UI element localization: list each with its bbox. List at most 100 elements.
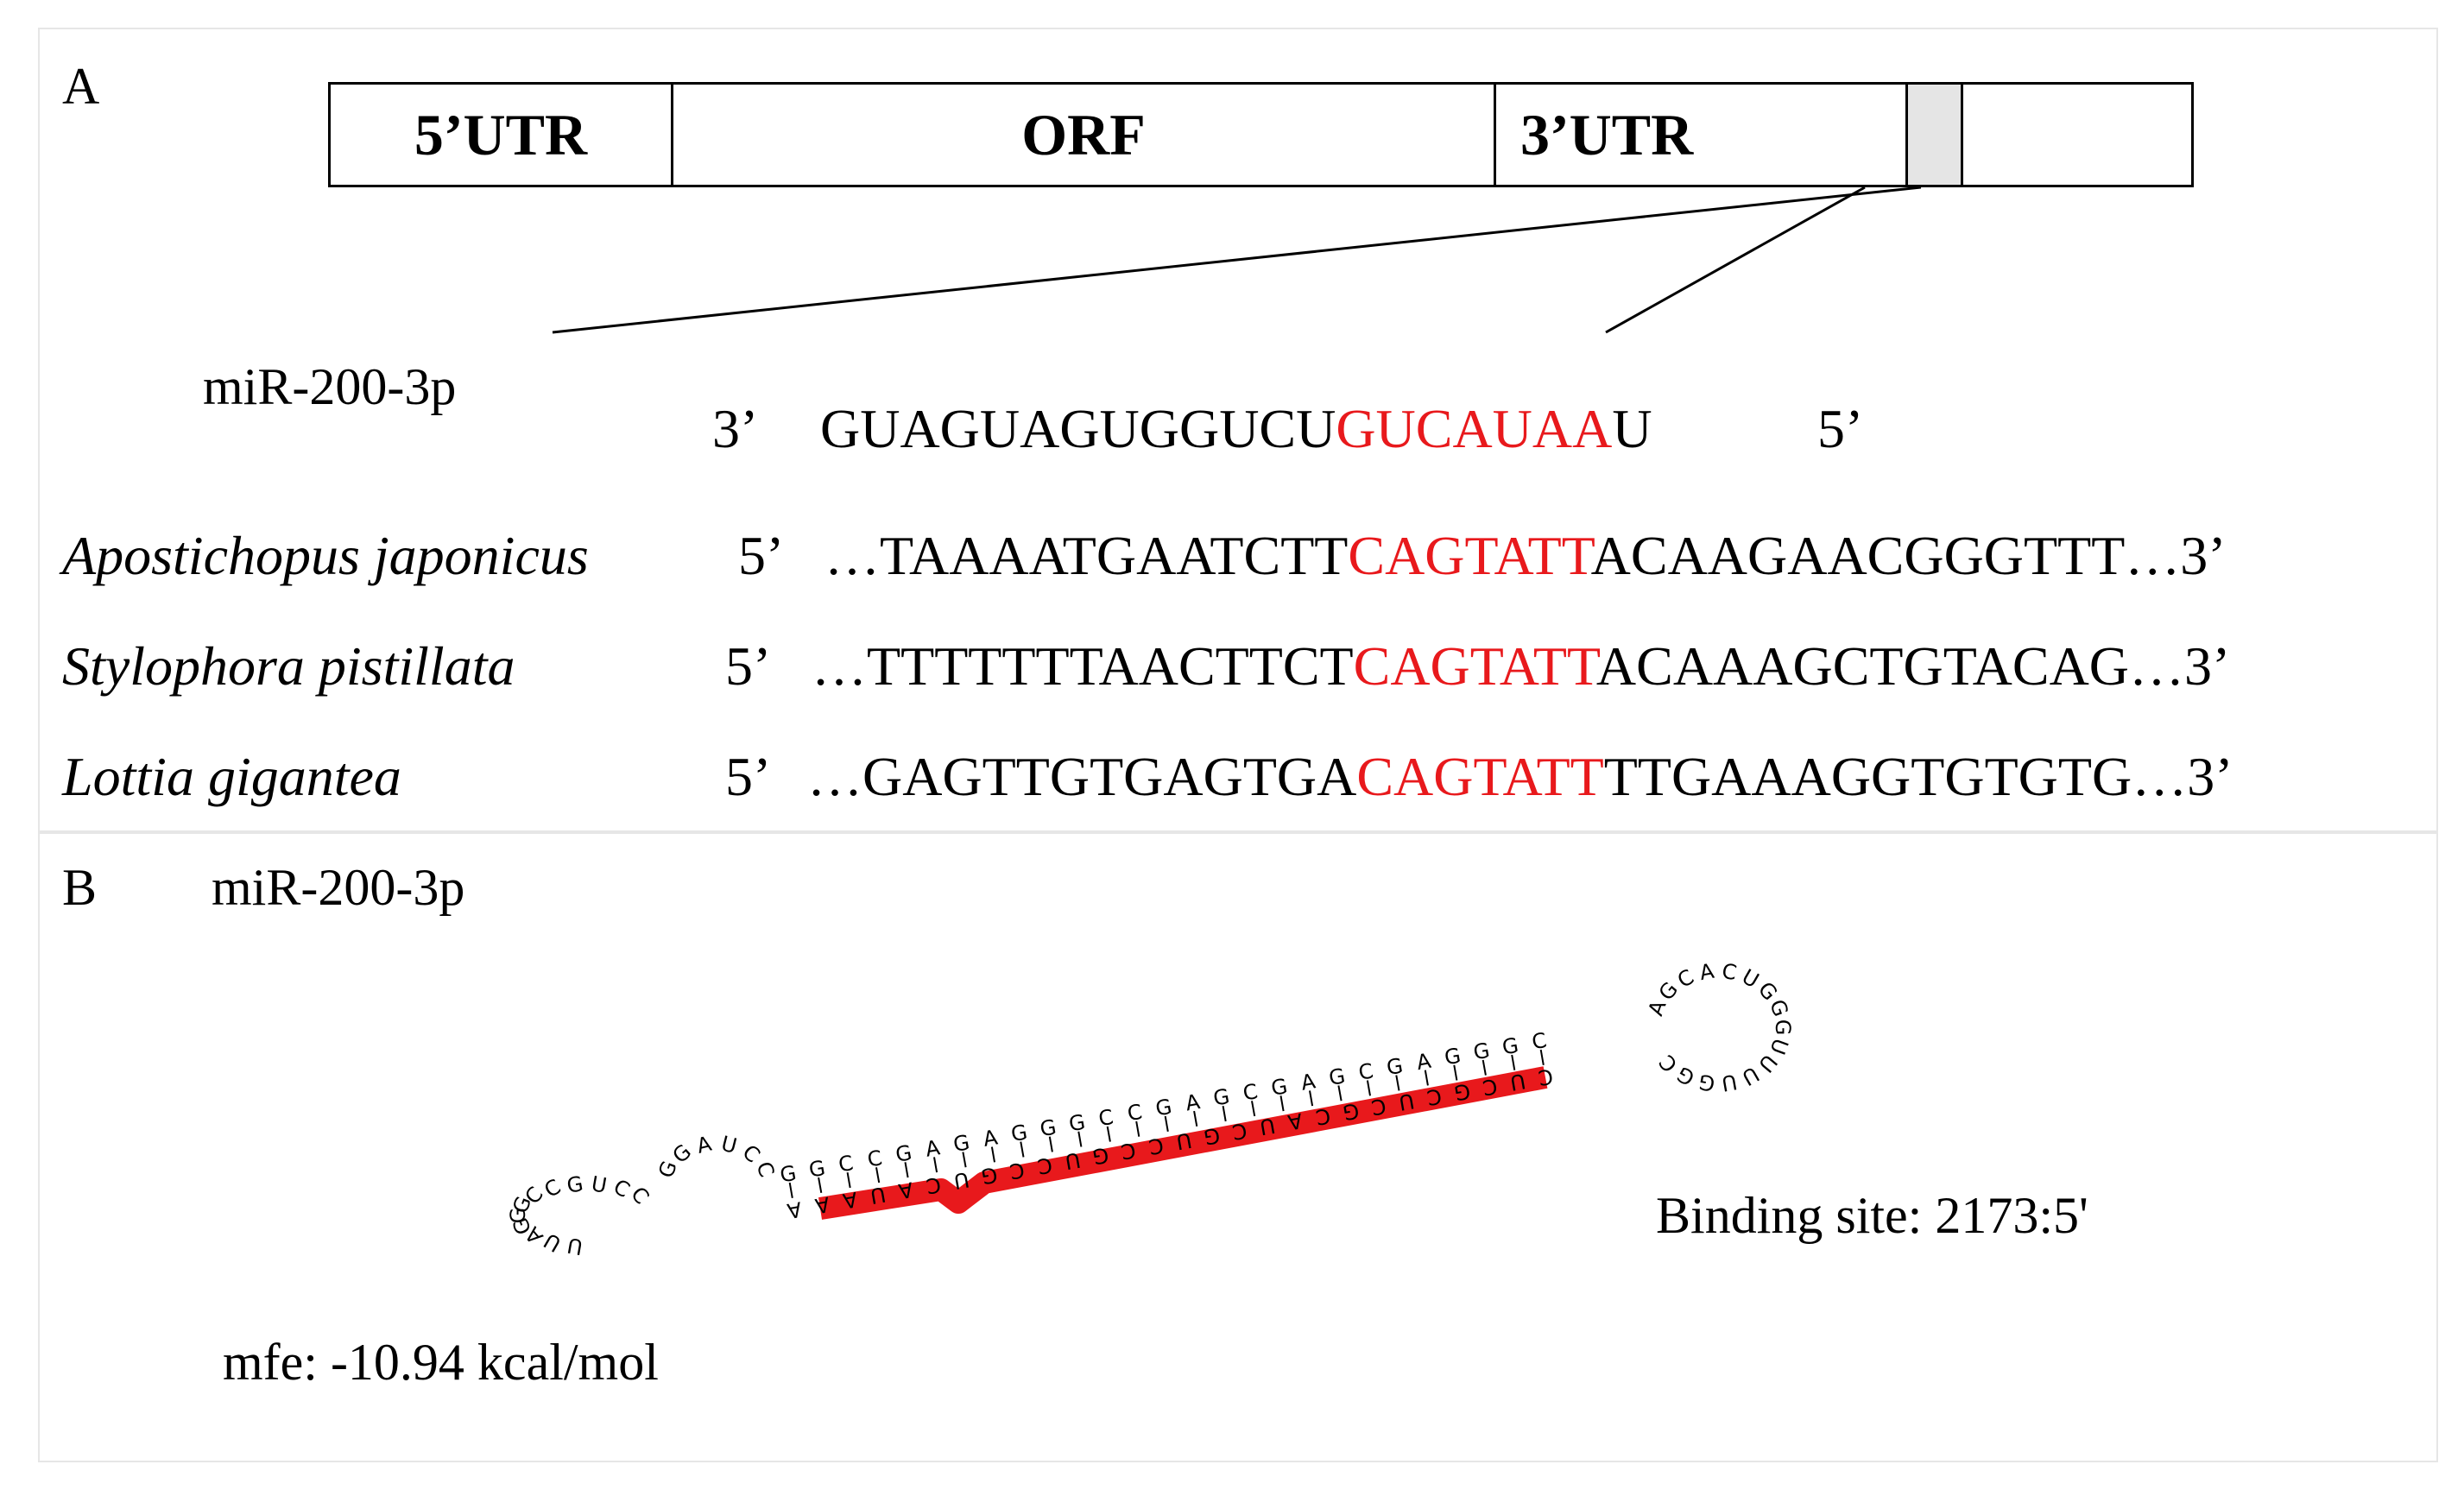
nucleotide-loop-right-2: G [1696,1070,1716,1096]
nucleotide-top-12: C [1126,1100,1144,1126]
panel-a-label: A [62,58,100,115]
nucleotide-top-3: C [866,1146,884,1171]
mirna-name: miR-200-3p [203,358,457,415]
binding-site-label: Binding site: 2173:5' [1656,1187,2088,1244]
nucleotide-bottom-18: A [1286,1108,1305,1135]
nucleotide-top-0: G [778,1161,798,1188]
base-pair-19 [1337,1085,1343,1101]
mirna-end-3: 3’ [712,398,759,459]
base-pair-15 [1222,1106,1227,1122]
nucleotide-top-15: G [1211,1084,1231,1111]
nucleotide-loop-right-3: U [1720,1070,1739,1096]
species-2: Stylophora pistillata [62,635,515,697]
target-1-sequence: …TAAAATGAATCTTCAGTATTACAAGAACGGGTTT…3’ [824,525,2227,586]
nucleotide-bottom-17: U [1258,1113,1277,1139]
base-pair-10 [1077,1131,1083,1147]
nucleotide-bottom-11: G [1090,1142,1110,1169]
nucleotide-bottom-22: U [1397,1089,1416,1115]
nucleotide-top-9: G [1039,1114,1058,1141]
nucleotide-loop-right-12: A [1697,959,1716,986]
nucleotide-top-18: A [1299,1069,1318,1095]
nucleotide-top-23: G [1443,1044,1463,1070]
base-pair-4 [904,1162,909,1178]
base-pair-13 [1164,1115,1169,1132]
nucleotide-bottom-27: C [1537,1064,1555,1089]
nucleotide-bottom-2: A [841,1187,860,1214]
nucleotide-bottom-6: U [952,1167,971,1194]
nucleotide-loop-right-11: C [1720,959,1738,985]
target-1-end: 5’ [738,525,785,586]
base-pair-23 [1453,1064,1458,1081]
nucleotide-bottom-14: U [1174,1127,1193,1154]
base-pair-24 [1482,1059,1487,1076]
target-3-end: 5’ [725,746,772,807]
base-pair-3 [875,1167,881,1184]
nucleotide-bottom-5: C [925,1172,943,1198]
nucleotide-top-17: G [1269,1074,1289,1101]
nucleotide-loop-left-4: G [506,1208,530,1224]
base-pair-1 [818,1177,823,1193]
mfe-label: mfe: -10.94 kcal/mol [223,1334,659,1391]
species-1: Apostichopus japonicus [62,525,589,586]
nucleotide-loop-mid-5: C [751,1158,779,1180]
nucleotide-bottom-4: A [896,1177,915,1203]
base-pair-0 [788,1182,793,1198]
mirna-seed: GUCAUAA [1336,398,1613,459]
nucleotide-top-1: G [807,1156,827,1183]
nucleotide-bottom-12: C [1119,1138,1137,1164]
base-pair-8 [1020,1141,1025,1158]
nucleotide-bottom-24: G [1452,1078,1472,1105]
segment-tail [1961,82,2194,187]
nucleotide-top-14: A [1184,1089,1203,1116]
nucleotide-bottom-26: U [1508,1069,1527,1095]
nucleotide-top-20: C [1356,1058,1374,1084]
nucleotide-bottom-7: G [979,1162,999,1189]
base-pair-20 [1366,1080,1371,1096]
panel-a [38,28,2438,832]
nucleotide-bottom-3: U [869,1182,888,1209]
base-pair-16 [1251,1101,1256,1117]
nucleotide-top-21: G [1385,1053,1405,1080]
nucleotide-bottom-23: C [1425,1083,1444,1109]
nucleotide-top-13: G [1153,1095,1173,1121]
nucleotide-top-24: G [1471,1038,1491,1065]
binding-region-box [1905,82,1963,187]
nucleotide-top-4: G [894,1140,913,1167]
nucleotide-bottom-13: C [1147,1133,1165,1158]
nucleotide-bottom-0: A [785,1196,804,1223]
nucleotide-top-5: A [924,1135,943,1162]
nucleotide-loop-left-0: U [565,1233,584,1259]
nucleotide-top-2: C [837,1151,855,1177]
nucleotide-loop-mid-3: U [719,1132,740,1158]
base-pair-11 [1106,1126,1111,1142]
nucleotide-bottom-15: G [1202,1123,1222,1150]
nucleotide-loop-right-7: G [1771,1019,1795,1036]
nucleotide-bottom-8: C [1008,1158,1026,1184]
nucleotide-top-26: C [1530,1028,1548,1054]
nucleotide-bottom-19: C [1314,1103,1332,1129]
nucleotide-top-10: G [1067,1110,1087,1137]
base-pair-18 [1309,1090,1314,1107]
nucleotide-loop-left-9: U [590,1171,609,1198]
nucleotide-bottom-20: G [1341,1098,1361,1125]
panel-b-label: B [62,859,98,916]
species-3: Lottia gigantea [62,746,401,807]
base-pair-6 [962,1152,967,1168]
nucleotide-top-7: A [982,1125,1001,1152]
base-pair-2 [846,1172,851,1189]
base-pair-25 [1511,1054,1516,1070]
nucleotide-loop-right-0: C [1654,1050,1682,1076]
nucleotide-top-11: C [1096,1105,1115,1131]
base-pair-12 [1135,1120,1140,1137]
base-pair-22 [1424,1070,1429,1086]
nucleotide-loop-mid-2: A [694,1132,714,1158]
nucleotide-bottom-1: A [812,1192,831,1219]
nucleotide-loop-left-8: G [565,1171,585,1198]
base-pair-26 [1539,1049,1545,1065]
nucleotide-bottom-21: C [1369,1094,1387,1120]
panel-b [38,832,2438,1462]
nucleotide-letters: G G C C G A G A G G G C C G A G C G A G C G A G G G CA A A U A C U G C C U G C… [506,959,1795,1259]
target-2-sequence: …TTTTTTTAACTTCTCAGTATTACAAAGCTGTACAG…3’ [812,635,2231,697]
